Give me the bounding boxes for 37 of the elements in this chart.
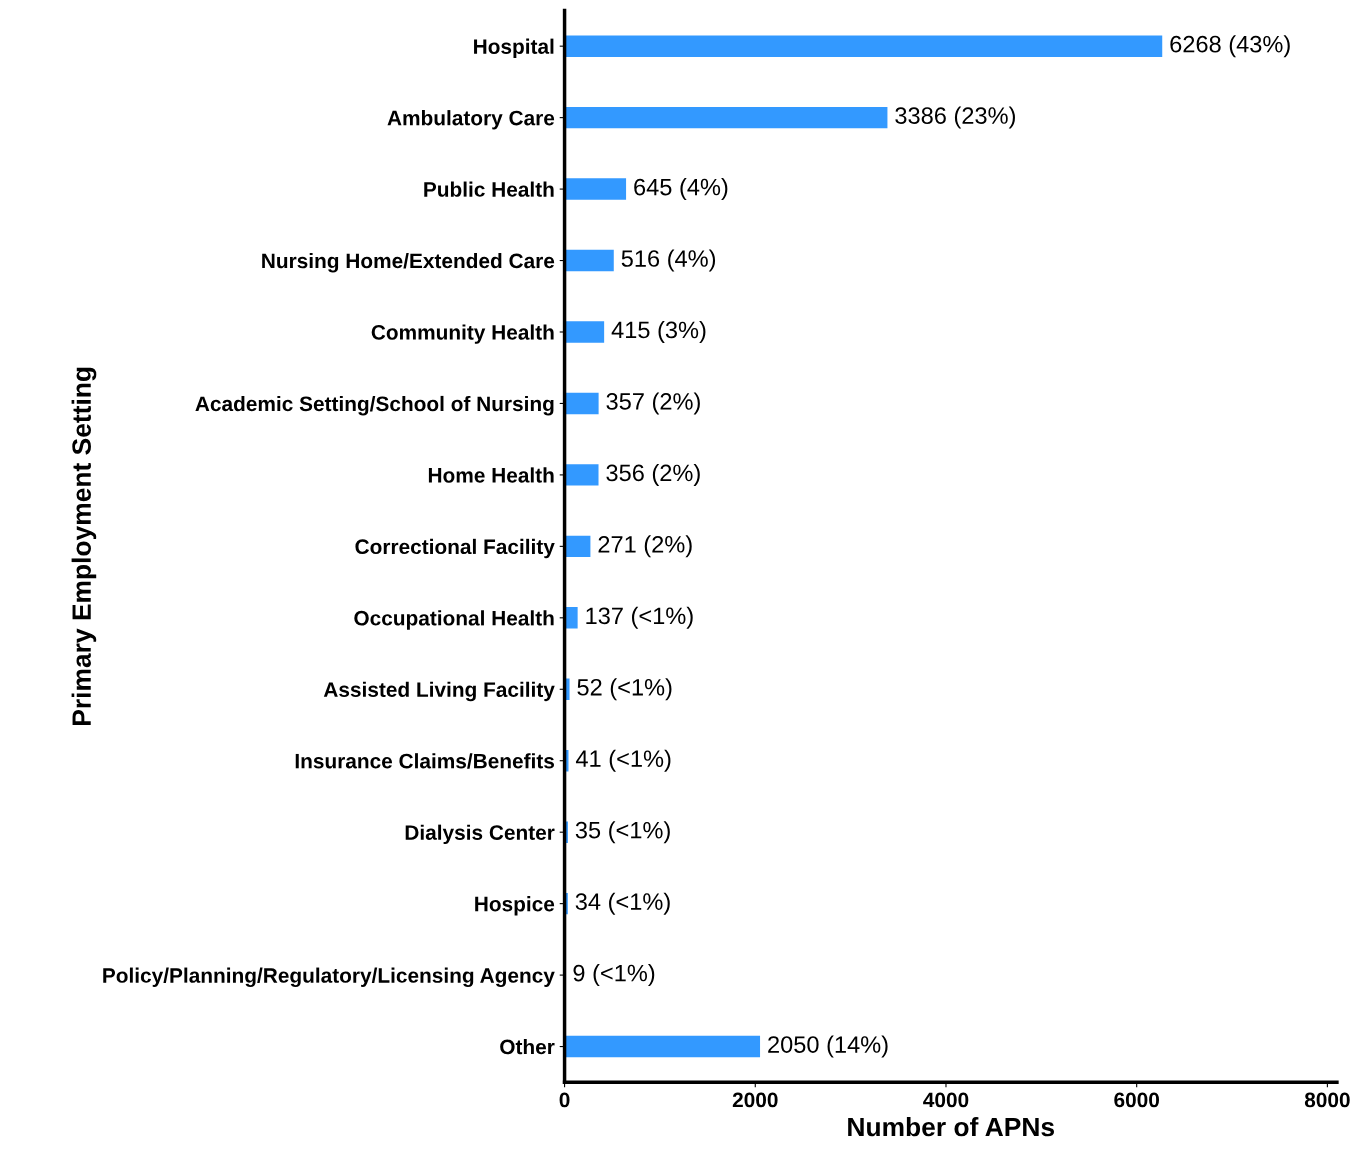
data-label: 52 (<1%) [577,678,672,701]
data-label: 35 (<1%) [575,821,670,844]
data-label: 357 (2%) [606,392,700,415]
y-tick-label: Correctional Facility [355,538,555,559]
y-tick-label: Dialysis Center [405,824,555,845]
y-tick-label: Occupational Health [354,610,554,630]
data-label: 6268 (43%) [1170,35,1290,58]
data-label: 9 (<1%) [573,964,655,987]
y-axis-title: Primary Employment Setting [71,367,97,725]
data-label: 3386 (23%) [895,106,1015,129]
data-label: 645 (4%) [634,178,728,201]
y-tick-label: Home Health [428,467,554,483]
data-label: 271 (2%) [598,535,692,558]
data-label: 137 (<1%) [586,606,693,629]
y-tick-label: Community Health [371,324,554,344]
data-label: 356 (2%) [606,463,700,486]
y-tick-label: Hospice [475,896,555,916]
x-tick-label: 2000 [732,1092,778,1108]
y-tick-label: Academic Setting/School of Nursing [195,395,554,416]
x-tick-label: 4000 [923,1092,969,1108]
y-tick-label: Other [500,1039,555,1055]
x-axis-title: Number of APNs [848,1116,1055,1137]
y-tick-label: Assisted Living Facility [323,681,555,702]
x-tick-label: 6000 [1114,1092,1160,1108]
data-label: 2050 (14%) [768,1035,888,1058]
data-label: 34 (<1%) [575,892,670,915]
y-tick-label: Policy/Planning/Regulatory/Licensing Agency [103,967,555,988]
data-label: 516 (4%) [621,249,716,272]
data-label: 415 (3%) [611,320,706,343]
y-tick-label: Hospital [474,38,554,59]
y-tick-label: Public Health [424,181,554,197]
x-tick-label: 0 [559,1092,570,1108]
x-tick-label: 8000 [1304,1092,1350,1108]
data-label: 41 (<1%) [575,749,671,772]
y-tick-label: Insurance Claims/Benefits [295,753,555,769]
y-tick-label: Ambulatory Care [387,110,555,130]
y-tick-label: Nursing Home/Extended Care [262,252,555,273]
